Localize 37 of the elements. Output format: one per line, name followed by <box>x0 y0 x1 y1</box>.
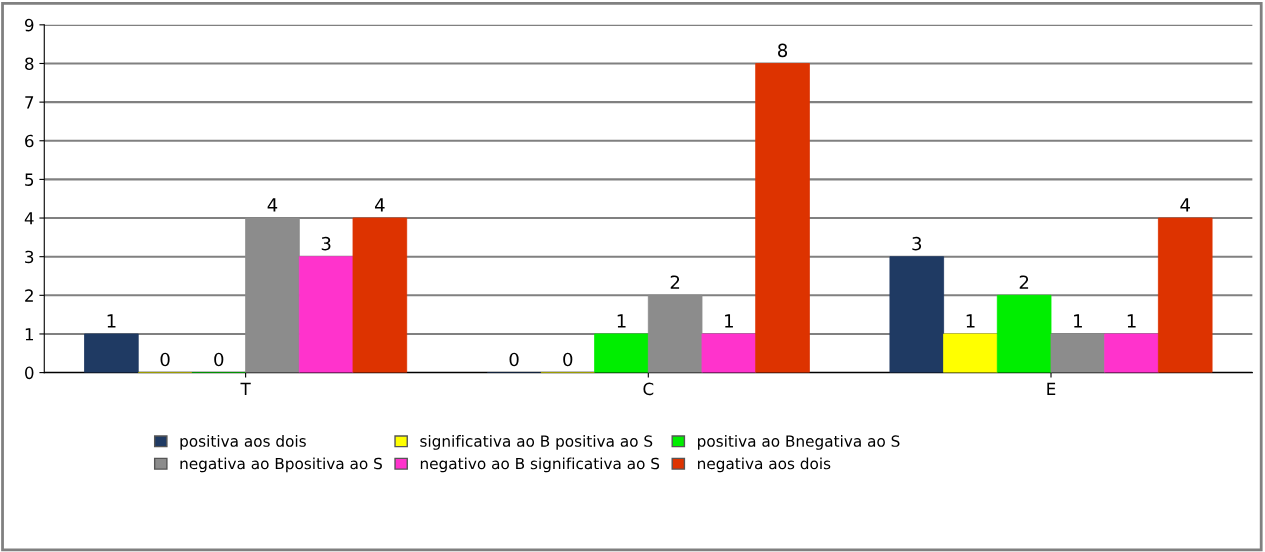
data-label: 0 <box>509 352 519 367</box>
y-tick-label: 0 <box>25 366 34 380</box>
y-tick-label: 2 <box>25 289 33 302</box>
legend-label: negativo ao B significativa ao S <box>420 457 660 473</box>
legend-label: negativa ao Bpositiva ao S <box>180 457 382 473</box>
data-label: 0 <box>563 352 573 367</box>
data-label: 1 <box>966 314 975 328</box>
y-tick-label: 5 <box>25 173 34 186</box>
data-label: 1 <box>107 314 116 328</box>
data-label: 3 <box>321 236 331 251</box>
legend-label: positiva ao Bnegativa ao S <box>698 435 900 450</box>
x-tick-label: T <box>240 382 251 395</box>
x-tick-label: E <box>1047 382 1056 395</box>
data-label: 4 <box>267 198 278 212</box>
y-tick-label: 4 <box>24 212 34 225</box>
data-label: 4 <box>374 198 385 212</box>
data-label: 4 <box>1180 198 1190 212</box>
data-label: 1 <box>617 314 626 328</box>
y-tick-label: 9 <box>25 18 34 32</box>
data-label: 0 <box>160 352 170 367</box>
data-label: 2 <box>1019 275 1029 289</box>
data-label: 8 <box>778 43 788 58</box>
data-label: 1 <box>1074 314 1082 328</box>
y-tick-label: 8 <box>25 57 34 71</box>
data-label: 2 <box>670 275 680 289</box>
data-label: 1 <box>725 314 733 328</box>
data-label: 0 <box>214 352 224 367</box>
y-tick-label: 3 <box>25 250 34 264</box>
data-label: 1 <box>1127 314 1136 328</box>
legend-label: positiva aos dois <box>180 435 306 450</box>
x-tick-label: C <box>643 382 654 396</box>
y-tick-label: 1 <box>25 328 34 341</box>
y-tick-label: 7 <box>25 96 34 109</box>
y-tick-label: 6 <box>25 134 34 148</box>
legend-label: negativa aos dois <box>698 457 831 473</box>
legend-label: significativa ao B positiva ao S <box>420 435 653 450</box>
data-label: 3 <box>912 236 922 251</box>
